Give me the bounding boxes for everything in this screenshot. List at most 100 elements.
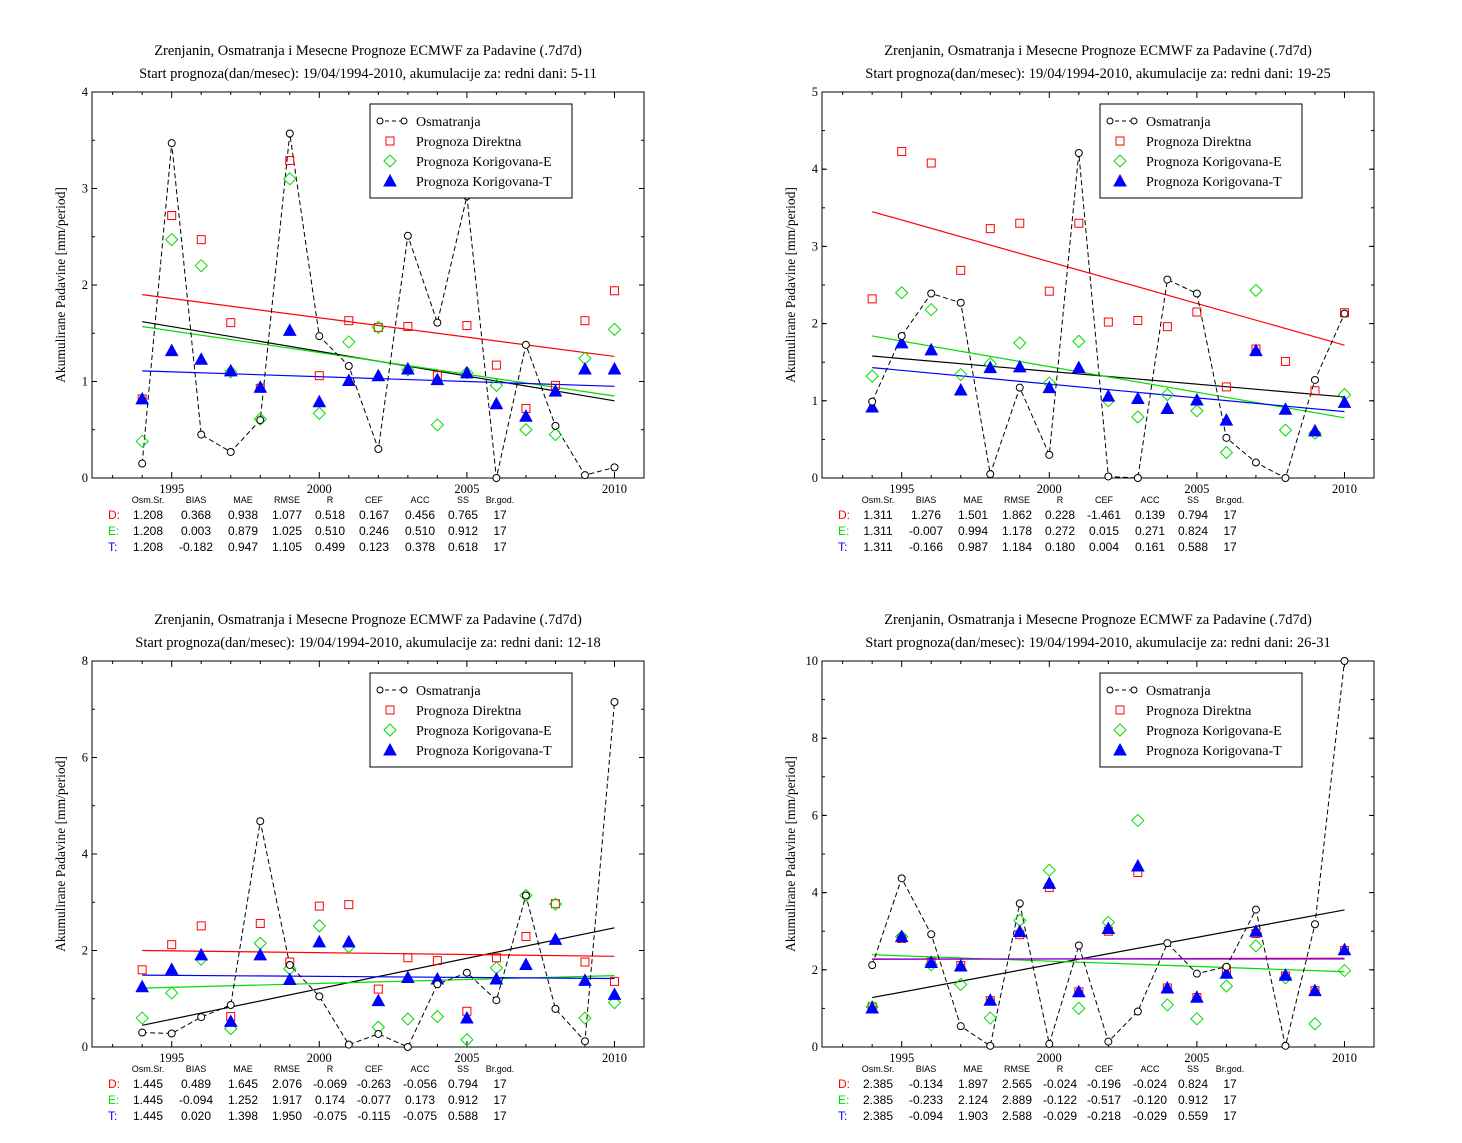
x-tick-label: 1995 — [159, 1051, 184, 1065]
corrE-point — [894, 286, 909, 300]
y-tick-label: 2 — [82, 944, 88, 958]
stats-cell: 0.765 — [448, 508, 478, 522]
corrE-point — [460, 1033, 474, 1047]
corrT-point — [1071, 984, 1086, 998]
legend: Osmatranja Prognoza Direktna Prognoza Kori… — [369, 672, 573, 768]
stats-row-label-E: E: — [108, 1093, 119, 1107]
stats-cell: 17 — [493, 1109, 507, 1123]
legend-label-obs: Osmatranja — [416, 115, 481, 130]
stats-cell: 0.618 — [448, 540, 478, 554]
stats-cell: -0.263 — [357, 1077, 391, 1091]
stats-cell: -1.461 — [1087, 508, 1121, 522]
direct-point — [226, 318, 236, 328]
corrT-point — [164, 343, 179, 357]
observed-point — [315, 332, 324, 341]
y-tick-label: 4 — [812, 886, 819, 900]
observed-point — [433, 980, 442, 989]
stats-cell: 17 — [493, 508, 507, 522]
corrT-point — [983, 993, 998, 1006]
corrT-point — [1042, 380, 1057, 394]
observed-point — [1340, 309, 1349, 318]
direct-point — [1310, 386, 1320, 396]
corrT-point — [1337, 395, 1352, 408]
corrE-point — [894, 929, 909, 944]
stats-cell: 1.445 — [133, 1093, 163, 1107]
legend-obs-marker — [1106, 117, 1114, 125]
stats-cell: 1.208 — [133, 524, 163, 538]
stats-cell: -0.233 — [909, 1093, 943, 1107]
y-tick-label: 6 — [812, 808, 818, 822]
stats-cell: 17 — [493, 540, 507, 554]
stats-header: Br.god. — [1216, 1064, 1245, 1074]
stats-header: Osm.Sr. — [132, 1064, 165, 1074]
direct-point — [897, 146, 907, 156]
corrE-point — [489, 378, 504, 393]
corrE-point — [283, 172, 297, 186]
corrE-point — [1072, 1001, 1086, 1016]
corrE-point — [1278, 423, 1293, 437]
stats-header: R — [1057, 1064, 1064, 1074]
corrE-point — [578, 1011, 592, 1025]
corrE-point — [312, 406, 327, 421]
corrT-point — [548, 932, 563, 945]
observed-point — [956, 1022, 965, 1031]
corrT-point — [1308, 983, 1322, 997]
observed-point — [344, 1040, 353, 1049]
direct-point — [926, 158, 936, 168]
direct-point — [985, 224, 995, 234]
y-tick-label: 3 — [82, 182, 88, 196]
corrT-point — [282, 323, 297, 336]
stats-cell: 0.510 — [315, 524, 345, 538]
corrT-point — [401, 970, 415, 984]
direct-point — [1192, 307, 1202, 317]
stats-table: Osm.Sr. BIAS MAE RMSE R CEF ACC SS Br.god. D: 1.20… — [108, 495, 514, 554]
trend-line-direct — [142, 294, 615, 358]
legend: Osmatranja Prognoza Direktna Prognoza Kori… — [1099, 672, 1303, 768]
legend-label-corrT: Prognoza Korigovana-T — [416, 175, 552, 190]
stats-cell: 1.105 — [272, 540, 302, 554]
stats-cell: 17 — [1223, 1109, 1237, 1123]
legend-direct-marker — [1115, 136, 1125, 146]
observed-point — [1163, 939, 1172, 948]
legend-obs-marker — [400, 686, 408, 694]
direct-point — [344, 316, 354, 326]
legend-label-obs: Osmatranja — [1146, 684, 1211, 699]
stats-cell: 1.862 — [1002, 508, 1032, 522]
observed-point — [167, 1029, 176, 1038]
corrT-point — [1249, 924, 1263, 937]
trend-line-corrE — [872, 954, 1345, 973]
stats-cell: 1.917 — [272, 1093, 302, 1107]
observed-point — [1222, 433, 1231, 442]
y-tick-label: 0 — [812, 471, 818, 485]
corrE-point — [983, 1011, 997, 1025]
x-tick-label: 2000 — [307, 1051, 332, 1065]
observed-point — [1251, 905, 1260, 914]
direct-point — [1103, 317, 1113, 327]
observed-point — [374, 445, 383, 454]
direct-point — [550, 899, 560, 909]
corrT-point — [519, 957, 533, 970]
corrE-point — [224, 365, 238, 379]
corrE-point — [253, 412, 267, 426]
stats-header: RMSE — [274, 495, 300, 505]
stats-cell: -0.029 — [1133, 1109, 1167, 1123]
corrE-point — [135, 434, 149, 449]
legend-label-obs: Osmatranja — [1146, 115, 1211, 130]
stats-cell: 0.912 — [1178, 1093, 1208, 1107]
corrE-point — [460, 366, 474, 380]
stats-cell: 1.208 — [133, 508, 163, 522]
stats-header: ACC — [410, 1064, 430, 1074]
direct-point — [462, 321, 472, 331]
stats-cell: -0.122 — [1043, 1093, 1077, 1107]
corrT-point — [1249, 343, 1263, 357]
corrE-point — [519, 423, 533, 437]
direct-point — [491, 360, 501, 370]
stats-cell: 1.645 — [228, 1077, 258, 1091]
corrE-point — [1190, 404, 1204, 418]
corrE-point — [954, 367, 968, 382]
corrT-point — [1131, 858, 1145, 872]
y-tick-label: 0 — [82, 471, 88, 485]
observed-point — [1310, 375, 1319, 384]
legend-label-corrT: Prognoza Korigovana-T — [1146, 175, 1282, 190]
